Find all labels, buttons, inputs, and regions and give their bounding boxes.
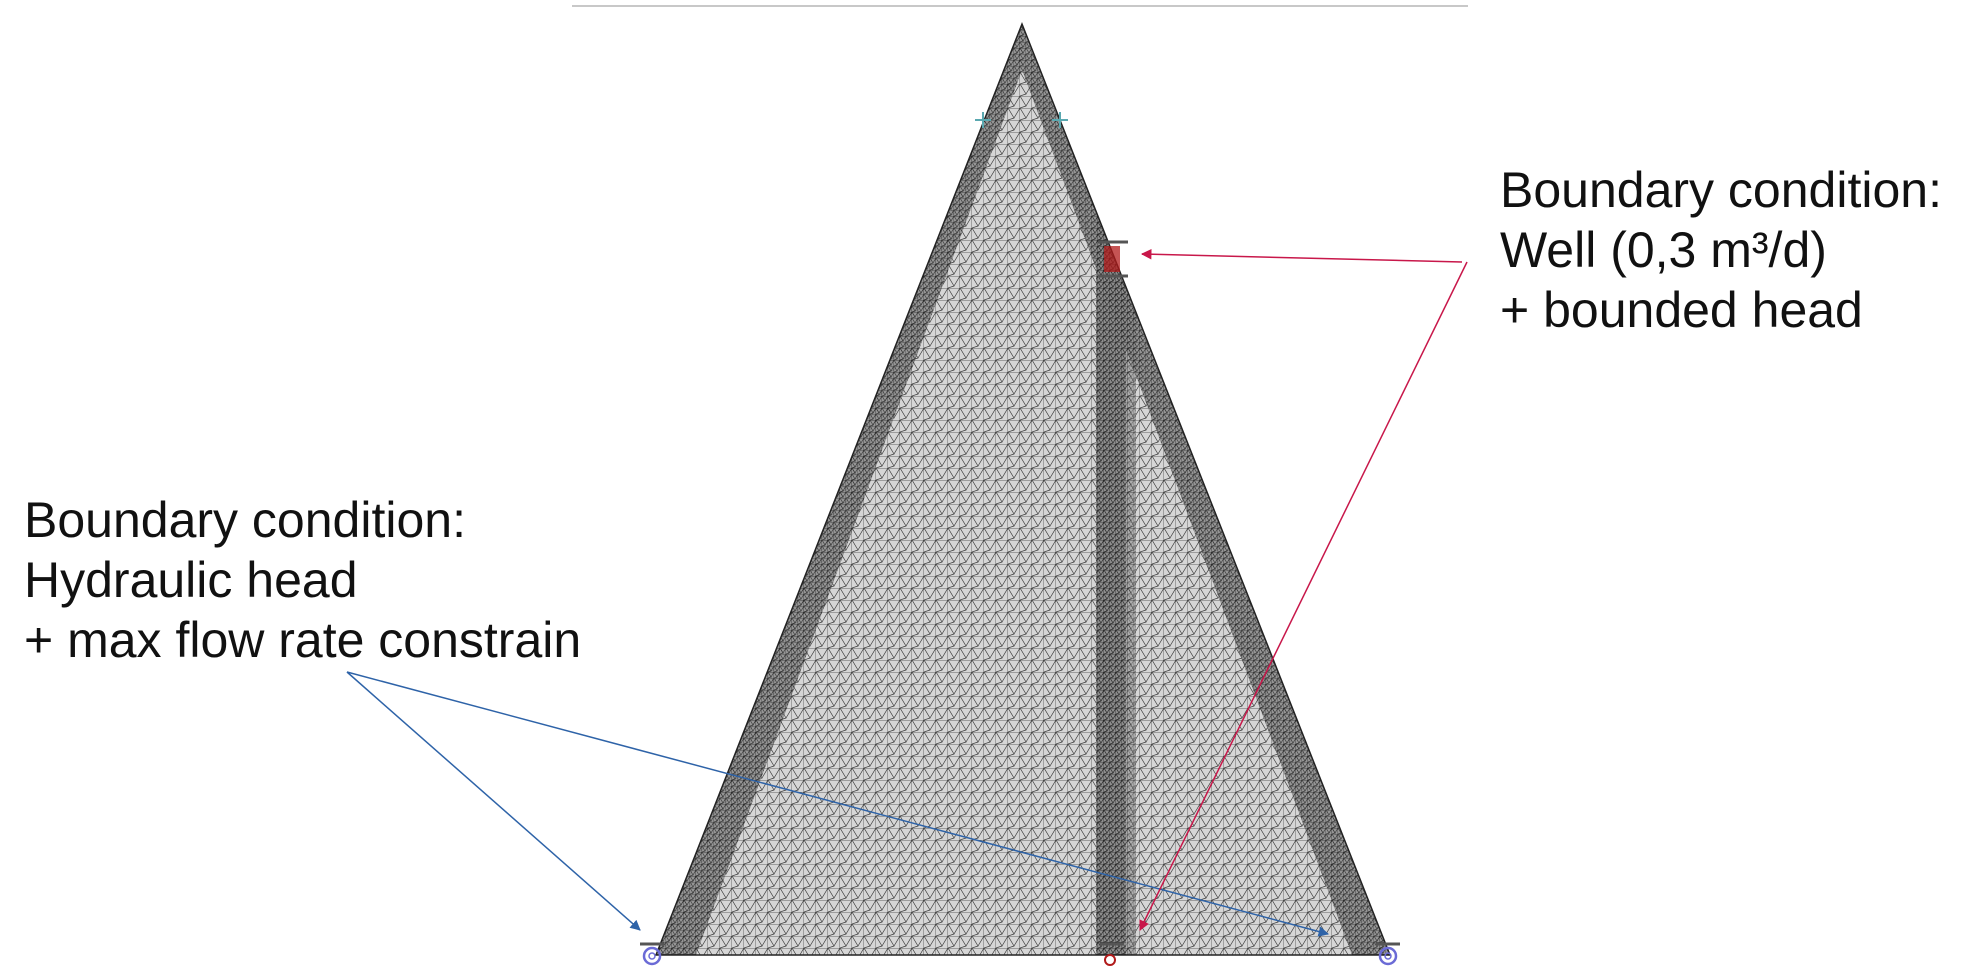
right-annotation-line-1: Boundary condition: — [1500, 162, 1942, 218]
arrow-to-bottom-well — [1139, 261, 1468, 931]
left-annotation-line-3: + max flow rate constrain — [24, 612, 582, 668]
left-annotation-line-1: Boundary condition: — [24, 492, 466, 548]
right-annotation-label: Boundary condition: Well (0,3 m³/d) + bo… — [1500, 160, 1942, 340]
arrow-to-right-corner — [346, 671, 1330, 937]
arrow-to-left-corner — [346, 671, 641, 931]
left-annotation-arrows — [346, 671, 1330, 937]
right-annotation-line-3: + bounded head — [1500, 282, 1863, 338]
observation-point-icon — [975, 112, 991, 128]
well-marker-icon — [1098, 240, 1128, 278]
hydraulic-head-right-icon — [1376, 942, 1400, 966]
hydraulic-head-left-icon — [640, 942, 664, 966]
right-annotation-line-2: Well (0,3 m³/d) — [1500, 222, 1827, 278]
observation-markers — [975, 112, 1068, 128]
mesh-triangle — [654, 21, 1392, 956]
right-annotation-arrows — [1139, 248, 1468, 931]
bottom-well-marker-icon — [1100, 942, 1124, 966]
arrow-to-well — [1140, 248, 1463, 263]
left-annotation-line-2: Hydraulic head — [24, 552, 358, 608]
observation-point-icon — [1052, 112, 1068, 128]
left-annotation-label: Boundary condition: Hydraulic head + max… — [24, 490, 581, 670]
